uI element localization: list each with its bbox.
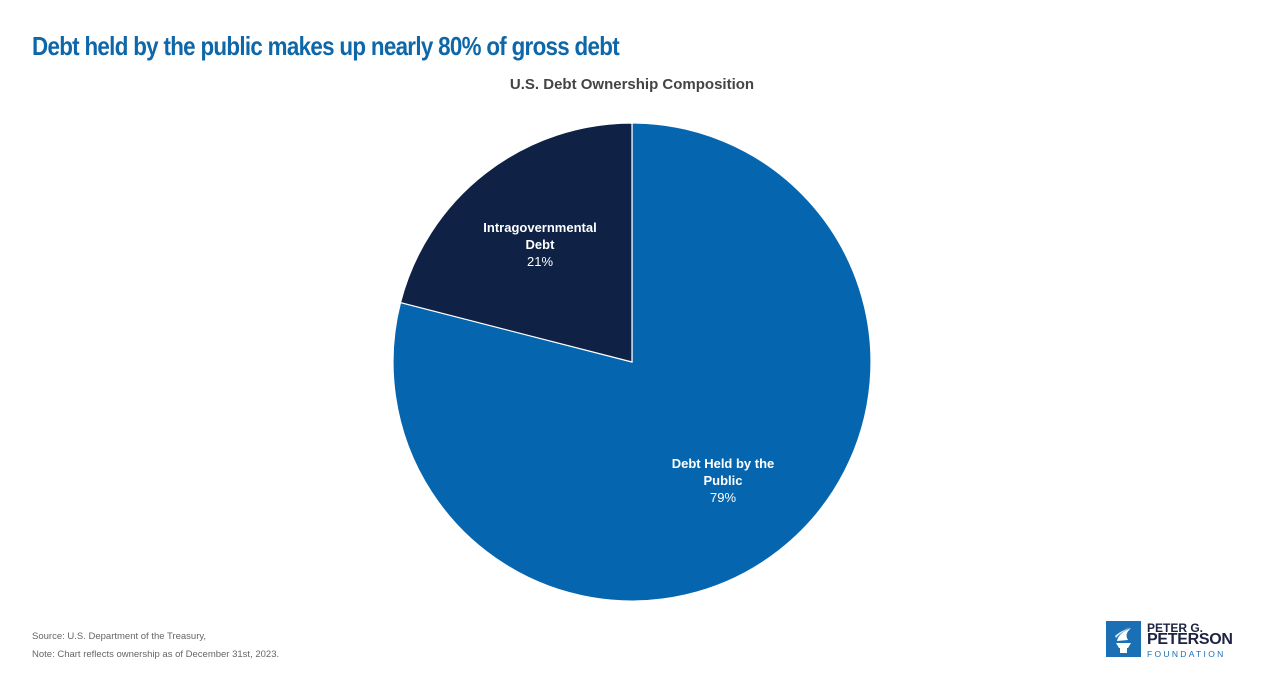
footnote: Note: Chart reflects ownership as of Dec… bbox=[32, 649, 280, 660]
peterson-foundation-logo: PETER G. PETERSON FOUNDATION bbox=[1106, 621, 1236, 659]
slice-label-value: 79% bbox=[709, 490, 737, 505]
slice-label-name: Debt bbox=[525, 237, 555, 252]
logo-text-line1: PETER G. bbox=[1147, 621, 1204, 635]
slice-label-name: Debt Held by the bbox=[671, 456, 775, 471]
slice-label-name: Public bbox=[703, 473, 743, 488]
page-title: Debt held by the public makes up nearly … bbox=[32, 31, 620, 61]
slice-label-intragovernmental: Intragovernmental Debt 21% bbox=[470, 219, 610, 270]
logo-text-line3: FOUNDATION bbox=[1147, 649, 1226, 659]
pie-slice-intragovernmental[interactable] bbox=[399, 122, 633, 363]
torch-icon bbox=[1106, 621, 1141, 657]
slice-label-value: 21% bbox=[526, 254, 554, 269]
slice-label-public: Debt Held by the Public 79% bbox=[653, 455, 793, 506]
chart-title: U.S. Debt Ownership Composition bbox=[509, 76, 755, 93]
source-note: Source: U.S. Department of the Treasury, bbox=[32, 631, 207, 642]
slice-label-name: Intragovernmental bbox=[483, 220, 597, 235]
logo-text-line2: PETERSON bbox=[1147, 631, 1233, 648]
